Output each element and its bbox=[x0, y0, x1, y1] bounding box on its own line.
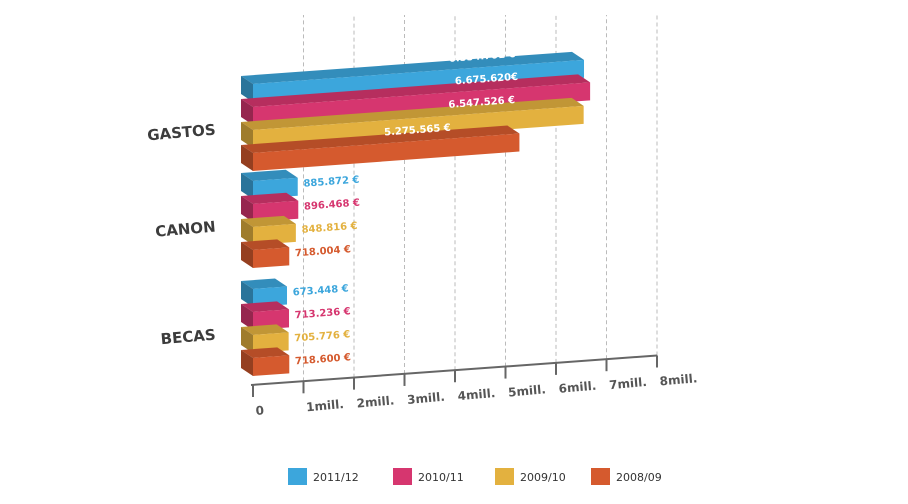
x-tick-label: 5mill. bbox=[508, 382, 547, 399]
bar: 673.448 € bbox=[241, 278, 349, 307]
bar-side bbox=[241, 281, 253, 307]
bar-side bbox=[241, 196, 253, 222]
bar: 6.675.620€ bbox=[241, 72, 591, 125]
bar-top bbox=[241, 97, 584, 130]
x-tick-label: 3mill. bbox=[407, 390, 446, 407]
data-label: 885.872 € bbox=[303, 175, 360, 190]
bar-top bbox=[241, 301, 290, 312]
category-label: BECAS bbox=[160, 326, 216, 349]
bar-front bbox=[253, 286, 288, 307]
bar: 718.004 € bbox=[241, 239, 351, 268]
bar-top bbox=[241, 324, 289, 335]
data-label: 6.547.526 € bbox=[448, 95, 515, 111]
legend-item: 2008/09 bbox=[591, 468, 662, 485]
legend-item: 2009/10 bbox=[495, 468, 566, 485]
bar-side bbox=[241, 145, 253, 171]
bar-side bbox=[241, 76, 253, 102]
bar-front bbox=[253, 59, 585, 102]
bars: 6.554.701 € 6.675.620€ 6.547.526 € 5.275.56… bbox=[241, 49, 591, 376]
bar-top bbox=[241, 169, 298, 181]
category-label: GASTOS bbox=[147, 121, 217, 145]
legend-swatch bbox=[495, 468, 514, 485]
bar-top bbox=[241, 239, 290, 250]
legend-label: 2010/11 bbox=[418, 471, 464, 484]
x-tick-label: 2mill. bbox=[356, 393, 395, 410]
bar-front bbox=[253, 133, 520, 171]
bar-side bbox=[241, 327, 253, 353]
x-tick-label: 0 bbox=[255, 403, 265, 418]
bar: 705.776 € bbox=[241, 324, 351, 353]
data-label: 6.675.620€ bbox=[455, 72, 519, 88]
bar-front bbox=[253, 105, 584, 148]
data-label: 705.776 € bbox=[294, 329, 351, 344]
bar-top bbox=[241, 192, 299, 204]
x-tick-label: 4mill. bbox=[457, 386, 496, 403]
legend-swatch bbox=[591, 468, 610, 485]
bar-side bbox=[241, 122, 253, 148]
bar: 713.236 € bbox=[241, 301, 351, 330]
data-label: 6.554.701 € bbox=[448, 49, 515, 65]
legend-swatch bbox=[288, 468, 307, 485]
category-label: CANON bbox=[155, 218, 217, 241]
bar-top bbox=[241, 125, 520, 153]
bar-front bbox=[253, 247, 290, 268]
bar: 885.872 € bbox=[241, 169, 360, 199]
x-tick-label: 6mill. bbox=[558, 379, 597, 396]
bar-front bbox=[253, 309, 290, 330]
bar-top bbox=[241, 347, 290, 358]
bar: 6.547.526 € bbox=[241, 95, 584, 148]
data-label: 673.448 € bbox=[292, 283, 349, 298]
legend-label: 2009/10 bbox=[520, 471, 566, 484]
x-axis: 0 1mill. 2mill. 3mill. 4mill. 5mill. 6mill. 7mi… bbox=[250, 354, 698, 418]
legend-label: 2011/12 bbox=[313, 471, 359, 484]
legend-label: 2008/09 bbox=[616, 471, 662, 484]
data-label: 718.600 € bbox=[295, 352, 352, 367]
legend: 2011/12 2010/11 2009/10 2008/09 bbox=[288, 468, 662, 485]
bar-top bbox=[241, 215, 296, 227]
data-label: 718.004 € bbox=[295, 244, 352, 259]
bar-front bbox=[253, 332, 289, 353]
bar-side bbox=[241, 304, 253, 330]
bar: 718.600 € bbox=[241, 347, 351, 376]
bar: 5.275.565 € bbox=[241, 123, 520, 171]
bar-side bbox=[241, 350, 253, 376]
data-label: 896.468 € bbox=[304, 198, 361, 213]
bar-top bbox=[241, 51, 585, 84]
bar-front bbox=[253, 200, 299, 222]
data-label: 713.236 € bbox=[294, 306, 351, 321]
bar-front bbox=[253, 82, 591, 125]
bar: 896.468 € bbox=[241, 192, 361, 222]
bar-top bbox=[241, 74, 591, 107]
legend-item: 2010/11 bbox=[393, 468, 464, 485]
legend-swatch bbox=[393, 468, 412, 485]
category-labels: GASTOS CANON BECAS bbox=[147, 121, 217, 349]
bar-top bbox=[241, 278, 288, 289]
legend-item: 2011/12 bbox=[288, 468, 359, 485]
data-label: 848.816 € bbox=[301, 221, 358, 236]
bar-side bbox=[241, 219, 253, 245]
bar: 6.554.701 € bbox=[241, 49, 585, 102]
x-tick-label: 8mill. bbox=[659, 371, 698, 388]
bar-front bbox=[253, 223, 296, 245]
bar-front bbox=[253, 355, 290, 376]
bar-side bbox=[241, 99, 253, 125]
bar-side bbox=[241, 242, 253, 268]
x-tick-label: 7mill. bbox=[609, 375, 648, 392]
data-label: 5.275.565 € bbox=[384, 123, 451, 139]
bar-side bbox=[241, 173, 253, 199]
bar: 848.816 € bbox=[241, 215, 358, 245]
x-tick-label: 1mill. bbox=[306, 397, 345, 414]
